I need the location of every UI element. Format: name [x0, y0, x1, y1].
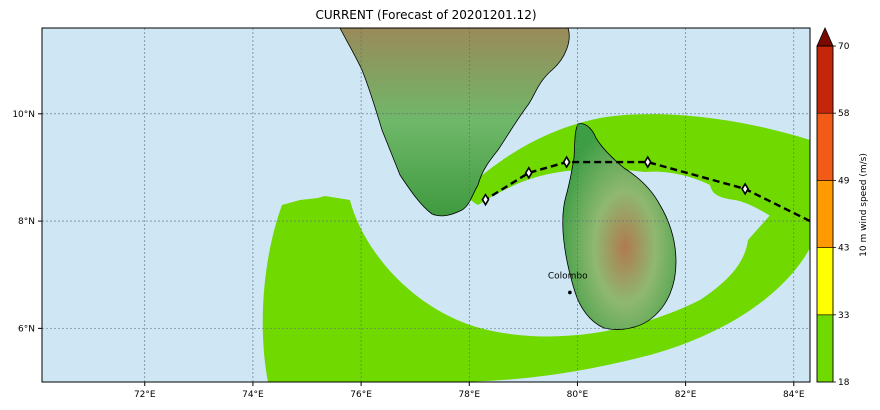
colorbar-tick-label: 49: [838, 176, 850, 186]
swath-upper: [467, 114, 810, 245]
x-tick-label: 78°E: [458, 390, 480, 400]
colorbar-frame: [816, 45, 834, 383]
x-tick-label: 72°E: [134, 390, 156, 400]
y-tick-label: 10°N: [12, 110, 35, 120]
swath-lower: [262, 170, 810, 382]
wind-swath: [262, 114, 810, 382]
storm-track-line: [484, 160, 810, 223]
colorbar-tick-label: 33: [838, 311, 849, 321]
track-point[interactable]: [562, 155, 571, 169]
colorbar-bin: [816, 314, 834, 383]
india-landmass: [339, 28, 570, 217]
track-point[interactable]: [524, 166, 533, 180]
track-point[interactable]: [741, 182, 750, 196]
colombo-label: Colombo: [548, 271, 588, 281]
x-tick-label: 74°E: [242, 390, 264, 400]
track-point[interactable]: [481, 193, 490, 207]
track-point[interactable]: [643, 155, 652, 169]
colorbar-bin: [816, 247, 834, 316]
map-frame: [41, 27, 811, 383]
x-tick-label: 84°E: [783, 390, 805, 400]
y-tick-label: 6°N: [18, 324, 35, 334]
map-title: CURRENT (Forecast of 20201201.12): [315, 8, 537, 22]
x-tick-label: 82°E: [675, 390, 697, 400]
y-tick-label: 8°N: [18, 217, 35, 227]
x-tick-label: 80°E: [567, 390, 589, 400]
map-area[interactable]: Colombo: [42, 28, 810, 382]
colorbar: 18 33 43 49 58 70: [816, 27, 850, 388]
graticule: [42, 28, 810, 382]
colorbar-bin: [816, 180, 834, 248]
x-axis: 72°E 74°E 76°E 78°E 80°E 82°E 84°E: [134, 382, 805, 400]
colorbar-tick-label: 43: [838, 244, 849, 254]
colorbar-bin: [816, 112, 834, 181]
colorbar-extend-arrow: [816, 27, 834, 47]
colorbar-label: 10 m wind speed (m/s): [859, 153, 869, 257]
colorbar-bin: [816, 45, 834, 114]
colombo-marker: [568, 290, 572, 295]
colorbar-tick-label: 18: [838, 378, 850, 388]
sri-lanka-landmass: [562, 123, 677, 330]
y-axis: 6°N 8°N 10°N: [12, 110, 42, 334]
colorbar-tick-label: 58: [838, 109, 850, 119]
x-tick-label: 76°E: [350, 390, 372, 400]
colorbar-tick-label: 70: [838, 42, 850, 52]
